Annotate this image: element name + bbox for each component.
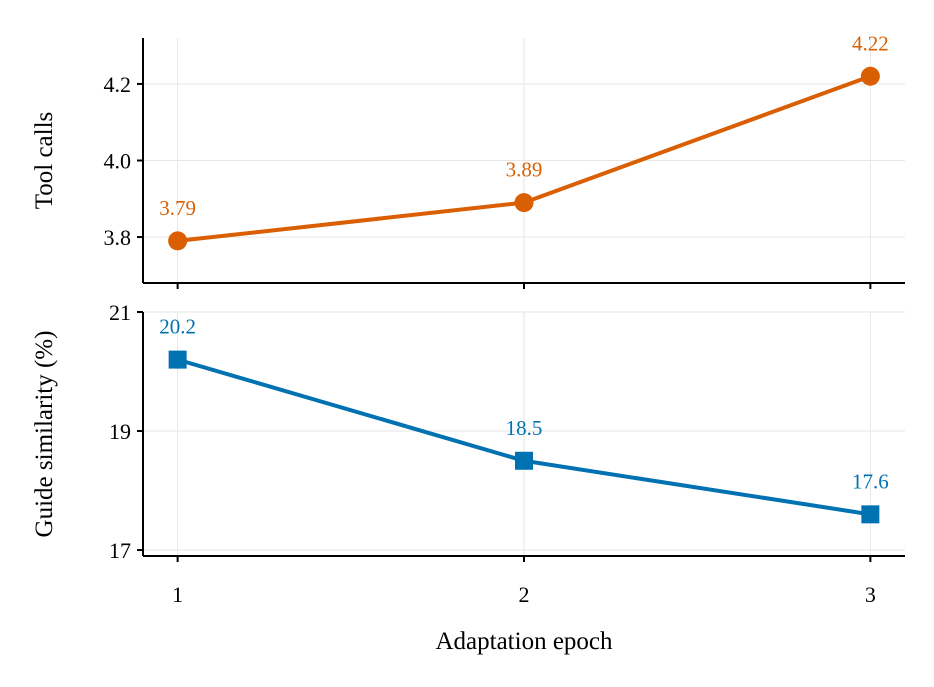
tool-calls-y-axis-label: Tool calls bbox=[31, 112, 58, 210]
guide-similarity-data-label-2: 18.5 bbox=[506, 416, 543, 440]
guide-similarity-x-axis-label: Adaptation epoch bbox=[435, 628, 613, 655]
guide-similarity-data-label-1: 20.2 bbox=[159, 315, 196, 339]
guide-similarity-ytick-label-3: 21 bbox=[109, 300, 131, 325]
guide-similarity-point-3 bbox=[861, 505, 880, 524]
guide-similarity-xtick-label-3: 3 bbox=[865, 582, 876, 607]
tool-calls-ytick-label-3: 4.2 bbox=[104, 72, 132, 97]
tool-calls-data-label-1: 3.79 bbox=[159, 196, 196, 220]
guide-similarity-ytick-label-1: 17 bbox=[109, 538, 131, 563]
tool-calls-ytick-label-1: 3.8 bbox=[104, 225, 132, 250]
guide-similarity-point-2 bbox=[515, 451, 533, 470]
tool-calls-data-label-3: 4.22 bbox=[852, 31, 889, 55]
guide-similarity-data-label-3: 17.6 bbox=[852, 469, 889, 493]
tool-calls-data-label-2: 3.89 bbox=[506, 158, 543, 182]
guide-similarity-y-axis-label: Guide similarity (%) bbox=[31, 331, 58, 538]
tool-calls-point-2 bbox=[514, 193, 534, 213]
guide-similarity-xtick-label-1: 1 bbox=[172, 582, 183, 607]
tool-calls-point-3 bbox=[860, 66, 880, 86]
tool-calls-point-1 bbox=[168, 231, 188, 251]
tool-calls-ytick-label-2: 4.0 bbox=[104, 149, 132, 174]
guide-similarity-point-1 bbox=[168, 350, 187, 369]
guide-similarity-ytick-label-2: 19 bbox=[109, 419, 131, 444]
guide-similarity-xtick-label-2: 2 bbox=[519, 582, 530, 607]
tool-calls-panel: 3.8 4.0 4.2 Tool calls 3.79 3.89 4.22 bbox=[31, 31, 905, 289]
